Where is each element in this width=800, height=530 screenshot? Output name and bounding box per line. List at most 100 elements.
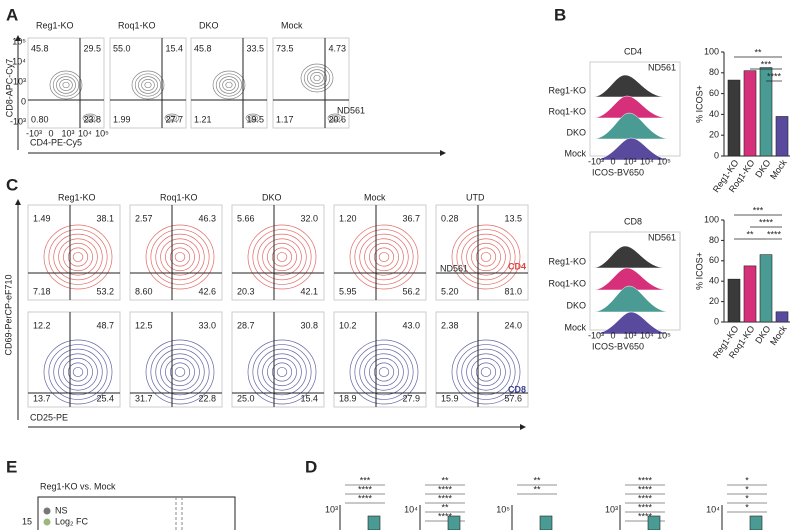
y-tick-label: 20 — [709, 296, 719, 306]
significance: * — [745, 484, 749, 494]
contour — [327, 113, 343, 123]
y-tick-label: 60 — [709, 255, 719, 265]
contour — [215, 73, 243, 97]
significance: **** — [767, 71, 782, 81]
contour — [48, 229, 108, 285]
row-label: DKO — [566, 127, 586, 137]
plot-title: CD8 — [624, 216, 642, 226]
quadrant-value: 23.8 — [83, 114, 101, 124]
contour — [271, 362, 293, 382]
quadrant-value: 48.7 — [96, 320, 114, 330]
contour — [300, 63, 334, 93]
histogram — [591, 311, 674, 335]
contour — [245, 113, 261, 123]
plot-frame — [190, 37, 268, 129]
significance: * — [745, 475, 749, 485]
row-label: DKO — [566, 300, 586, 310]
significance: **** — [438, 493, 453, 503]
quadrant-value: 15.4 — [300, 393, 318, 403]
quadrant-value: 1.21 — [194, 114, 212, 124]
contour — [267, 242, 297, 272]
quadrant-value: 5.95 — [339, 286, 357, 296]
contour — [466, 353, 506, 391]
quadrant-value: 0.28 — [441, 213, 459, 223]
quadrant-value: 45.8 — [194, 43, 212, 53]
quadrant-value: 7.18 — [33, 286, 51, 296]
contour — [262, 353, 302, 391]
bar — [539, 515, 553, 530]
y-tick-label: 40 — [709, 276, 719, 286]
significance: **** — [638, 511, 653, 521]
contour — [145, 339, 215, 405]
quadrant-value: 2.57 — [135, 213, 153, 223]
y-tick-label: 10⁵ — [496, 504, 510, 514]
contour — [59, 79, 73, 91]
plot-frame — [333, 204, 427, 301]
contour — [67, 247, 89, 267]
annotation: ND561 — [648, 62, 676, 72]
quadrant-value: 42.6 — [198, 286, 216, 296]
panel-label: B — [554, 5, 566, 24]
quadrant-value: 29.5 — [83, 43, 101, 53]
plot-title: Roq1-KO — [118, 20, 156, 30]
row-label: Mock — [564, 148, 586, 158]
contour — [52, 73, 80, 97]
contour — [461, 348, 511, 396]
contour — [160, 238, 200, 276]
quadrant-value: 27.7 — [165, 114, 183, 124]
row-label: Roq1-KO — [548, 106, 586, 116]
contour — [307, 69, 327, 87]
x-tick-label: -10³ — [26, 128, 42, 138]
contour — [250, 116, 256, 120]
significance: ** — [533, 475, 541, 485]
contour — [155, 233, 205, 281]
contour — [373, 247, 395, 267]
x-tick-label: 0 — [48, 128, 53, 138]
row-label: Mock — [564, 322, 586, 332]
significance: **** — [638, 493, 653, 503]
axis-label: % ICOS+ — [694, 85, 704, 123]
quadrant-value: 53.2 — [96, 286, 114, 296]
contour — [165, 357, 195, 387]
axis-label: ICOS-BV650 — [592, 167, 644, 177]
contour — [354, 344, 414, 400]
contour — [164, 113, 180, 123]
axis-label: CD4-PE-Cy5 — [30, 137, 82, 147]
contour — [141, 79, 155, 91]
bar — [775, 311, 789, 323]
bar — [727, 278, 741, 323]
contour — [58, 353, 98, 391]
quadrant-value: 24.0 — [504, 320, 522, 330]
contour — [134, 73, 162, 97]
plot-frame — [231, 204, 325, 301]
annotation: ND561 — [648, 232, 676, 242]
row-label: Reg1-KO — [548, 256, 586, 266]
quadrant-value: 20.6 — [328, 114, 346, 124]
significance: *** — [761, 59, 772, 69]
contour — [257, 348, 307, 396]
bar — [447, 515, 461, 530]
y-tick-label: 10³ — [325, 504, 338, 514]
contour — [267, 357, 297, 387]
x-tick-label: 10³ — [61, 128, 74, 138]
plot-title: Roq1-KO — [160, 192, 198, 202]
x-tick-label: 10⁴ — [640, 156, 654, 166]
contour — [247, 224, 317, 290]
y-tick-label: 10³ — [605, 504, 618, 514]
quadrant-value: 81.0 — [504, 286, 522, 296]
contour — [349, 339, 419, 405]
plot-frame — [435, 311, 529, 408]
bar — [775, 116, 789, 157]
quadrant-value: 33.0 — [198, 320, 216, 330]
plot-title: UTD — [466, 192, 485, 202]
contour — [82, 113, 98, 123]
plot-title: DKO — [199, 20, 219, 30]
plot-frame — [109, 37, 187, 129]
contour — [369, 242, 399, 272]
legend-entry: NS — [55, 505, 68, 515]
contour — [354, 229, 414, 285]
quadrant-value: 45.8 — [31, 43, 49, 53]
y-tick-label: 100 — [704, 214, 719, 224]
contour — [310, 72, 324, 84]
